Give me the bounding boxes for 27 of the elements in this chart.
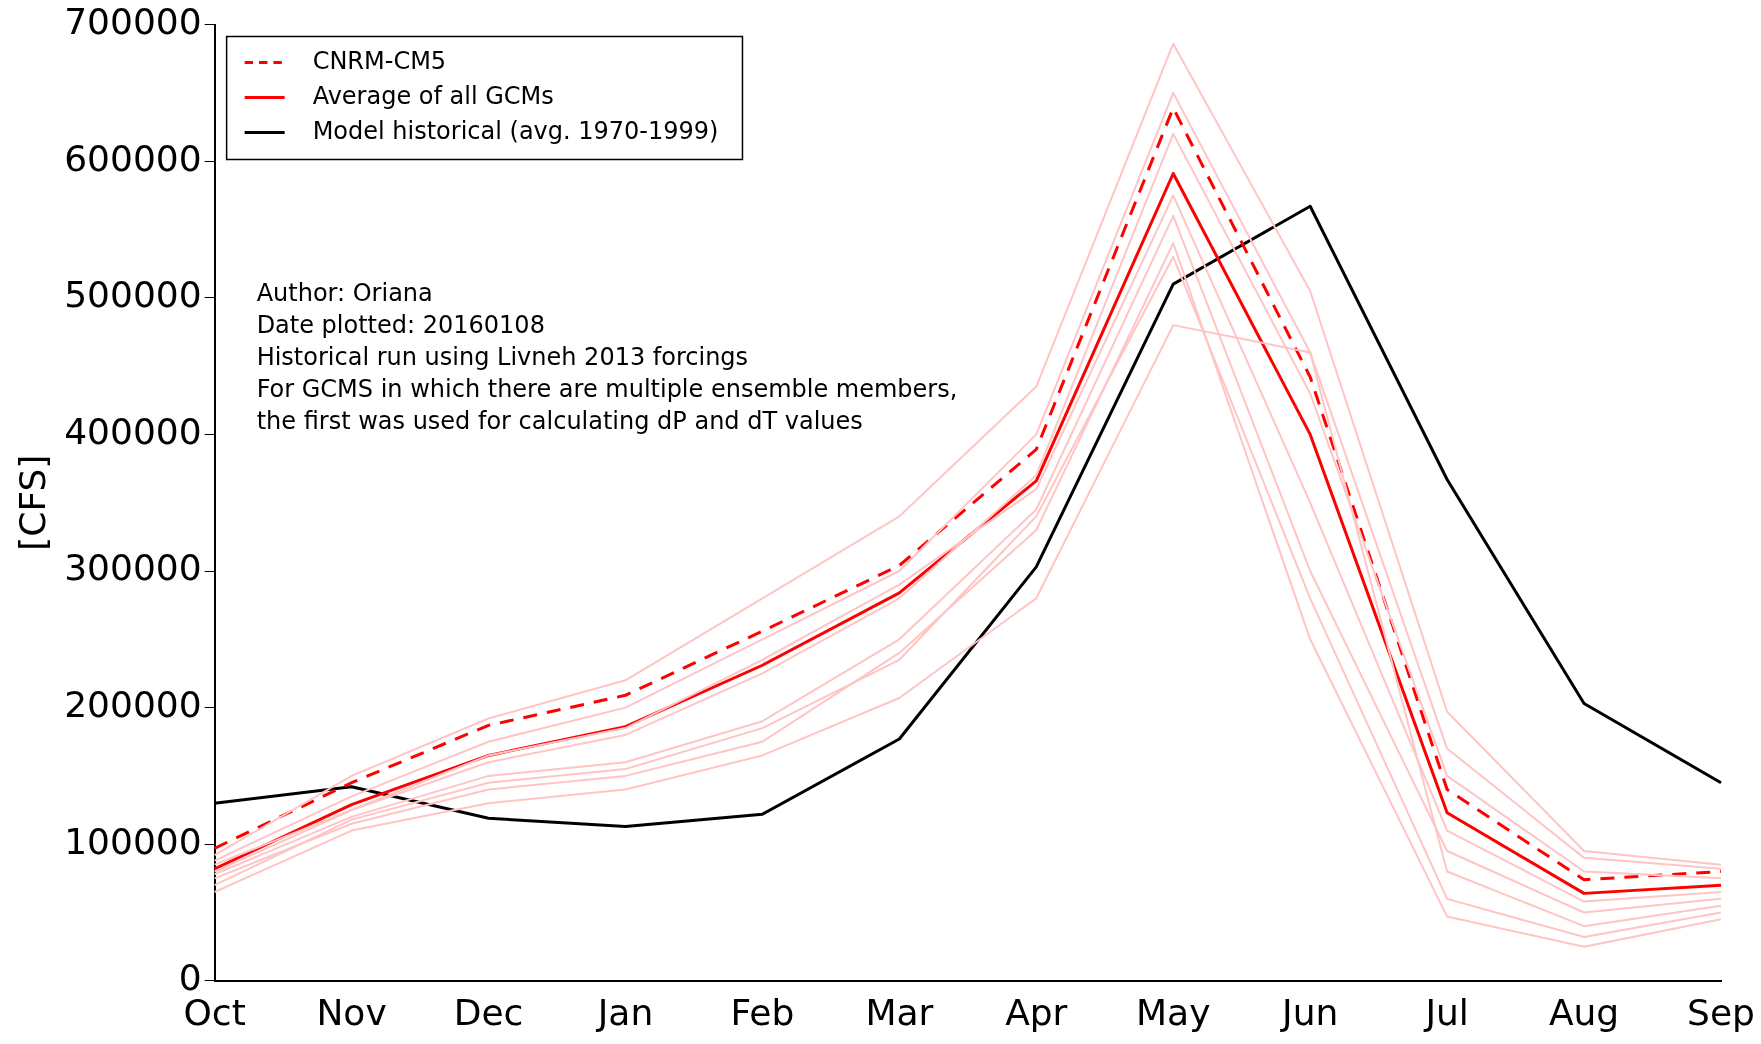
y-tick-label: 400000 bbox=[64, 410, 202, 452]
x-tick-label: May bbox=[1136, 991, 1211, 1033]
x-tick-label: Jan bbox=[595, 991, 654, 1033]
x-tick-label: Feb bbox=[730, 991, 795, 1033]
y-tick-label: 200000 bbox=[64, 683, 202, 725]
annotation: Date plotted: 20160108 bbox=[256, 310, 545, 339]
x-tick-label: Dec bbox=[453, 991, 524, 1033]
annotation: Author: Oriana bbox=[256, 278, 433, 307]
y-axis-title: [CFS] bbox=[11, 454, 53, 551]
annotation: the first was used for calculating dP and dT values bbox=[256, 406, 863, 435]
x-tick-label: Aug bbox=[1548, 991, 1620, 1033]
legend-label: CNRM-CM5 bbox=[312, 46, 447, 75]
y-tick-label: 600000 bbox=[64, 137, 202, 179]
legend-label: Model historical (avg. 1970-1999) bbox=[312, 116, 719, 145]
y-tick-label: 300000 bbox=[64, 547, 202, 589]
x-tick-label: Mar bbox=[865, 991, 934, 1033]
x-tick-label: Nov bbox=[316, 991, 387, 1033]
x-tick-label: Apr bbox=[1005, 991, 1068, 1033]
y-tick-label: 700000 bbox=[64, 0, 202, 42]
x-tick-label: Jun bbox=[1280, 991, 1339, 1033]
legend-label: Average of all GCMs bbox=[312, 81, 554, 110]
y-tick-label: 500000 bbox=[64, 274, 202, 316]
x-tick-label: Sep bbox=[1687, 991, 1755, 1033]
x-tick-label: Jul bbox=[1423, 991, 1469, 1033]
annotation: Historical run using Livneh 2013 forcings bbox=[256, 342, 749, 371]
y-tick-label: 100000 bbox=[64, 820, 202, 862]
annotation: For GCMS in which there are multiple ensemble members, bbox=[256, 374, 958, 403]
